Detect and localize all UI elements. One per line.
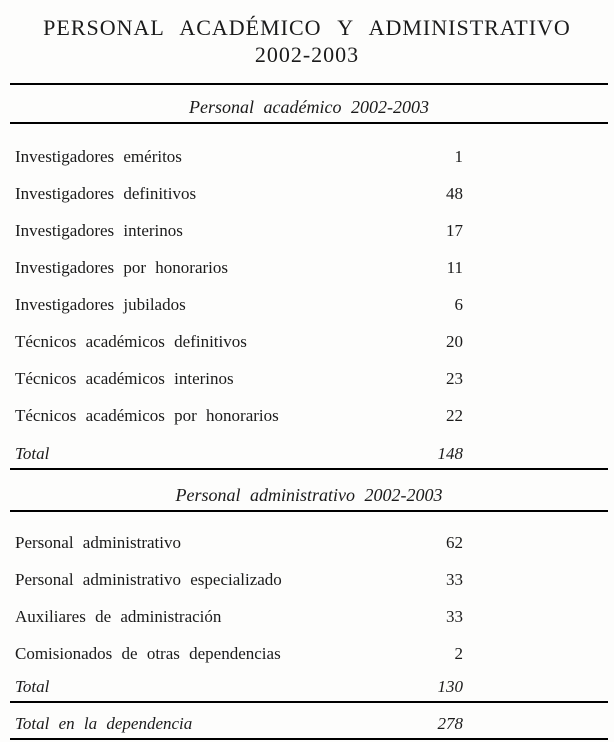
section-header-academico: Personal académico 2002-2003	[10, 85, 608, 124]
row-label: Investigadores definitivos	[15, 183, 197, 203]
total-label: Total	[15, 677, 50, 696]
total-row-administrativo: Total 130	[10, 672, 608, 703]
table-row: Investigadores jubilados 6	[10, 286, 608, 323]
row-value: 62	[446, 532, 463, 552]
row-label: Personal administrativo especializado	[15, 569, 282, 589]
row-label: Técnicos académicos interinos	[15, 368, 234, 388]
row-label: Investigadores eméritos	[15, 146, 182, 166]
row-value: 20	[446, 331, 463, 351]
row-label: Técnicos académicos definitivos	[15, 331, 247, 351]
table-row: Personal administrativo especializado 33	[10, 561, 608, 598]
total-value: 148	[437, 444, 464, 463]
table-row: Investigadores interinos 17	[10, 212, 608, 249]
row-value: 23	[446, 368, 463, 388]
row-value: 6	[454, 294, 464, 314]
row-label: Técnicos académicos por honorarios	[15, 405, 279, 425]
table-body-academico: Investigadores eméritos 1 Investigadores…	[10, 124, 608, 434]
table-row: Investigadores definitivos 48	[10, 175, 608, 212]
table-row: Auxiliares de administración 33	[10, 598, 608, 635]
total-row-academico: Total 148	[10, 434, 608, 470]
row-label: Investigadores interinos	[15, 220, 183, 240]
row-label: Investigadores jubilados	[15, 294, 186, 314]
table-body-administrativo: Personal administrativo 62 Personal admi…	[10, 512, 608, 672]
row-label: Auxiliares de administración	[15, 606, 222, 626]
title-line-1: PERSONAL ACADÉMICO Y ADMINISTRATIVO	[43, 15, 571, 40]
row-value: 1	[454, 146, 464, 166]
table-row: Comisionados de otras dependencias 2	[10, 635, 608, 672]
title-line-2: 2002-2003	[254, 42, 360, 67]
row-value: 11	[446, 257, 463, 277]
table-row: Técnicos académicos definitivos 20	[10, 323, 608, 360]
table-row: Investigadores eméritos 1	[10, 138, 608, 175]
row-label: Personal administrativo	[15, 532, 182, 552]
row-label: Investigadores por honorarios	[15, 257, 229, 277]
total-value: 130	[437, 677, 464, 696]
table-row: Técnicos académicos interinos 23	[10, 360, 608, 397]
table-row: Técnicos académicos por honorarios 22	[10, 397, 608, 434]
grand-total-value: 278	[437, 714, 464, 733]
grand-total-label: Total en la dependencia	[15, 714, 193, 733]
table-row: Personal administrativo 62	[10, 524, 608, 561]
row-value: 33	[446, 606, 463, 626]
grand-total-row: Total en la dependencia 278	[10, 703, 608, 740]
total-label: Total	[15, 444, 50, 463]
row-value: 48	[446, 183, 463, 203]
section-header-administrativo: Personal administrativo 2002-2003	[10, 470, 608, 512]
row-value: 33	[446, 569, 463, 589]
row-label: Comisionados de otras dependencias	[15, 643, 281, 663]
row-value: 2	[454, 643, 464, 663]
row-value: 17	[446, 220, 463, 240]
table-row: Investigadores por honorarios 11	[10, 249, 608, 286]
document-title: PERSONAL ACADÉMICO Y ADMINISTRATIVO 2002…	[0, 0, 614, 83]
personnel-table: Personal académico 2002-2003 Investigado…	[10, 83, 608, 740]
row-value: 22	[446, 405, 463, 425]
